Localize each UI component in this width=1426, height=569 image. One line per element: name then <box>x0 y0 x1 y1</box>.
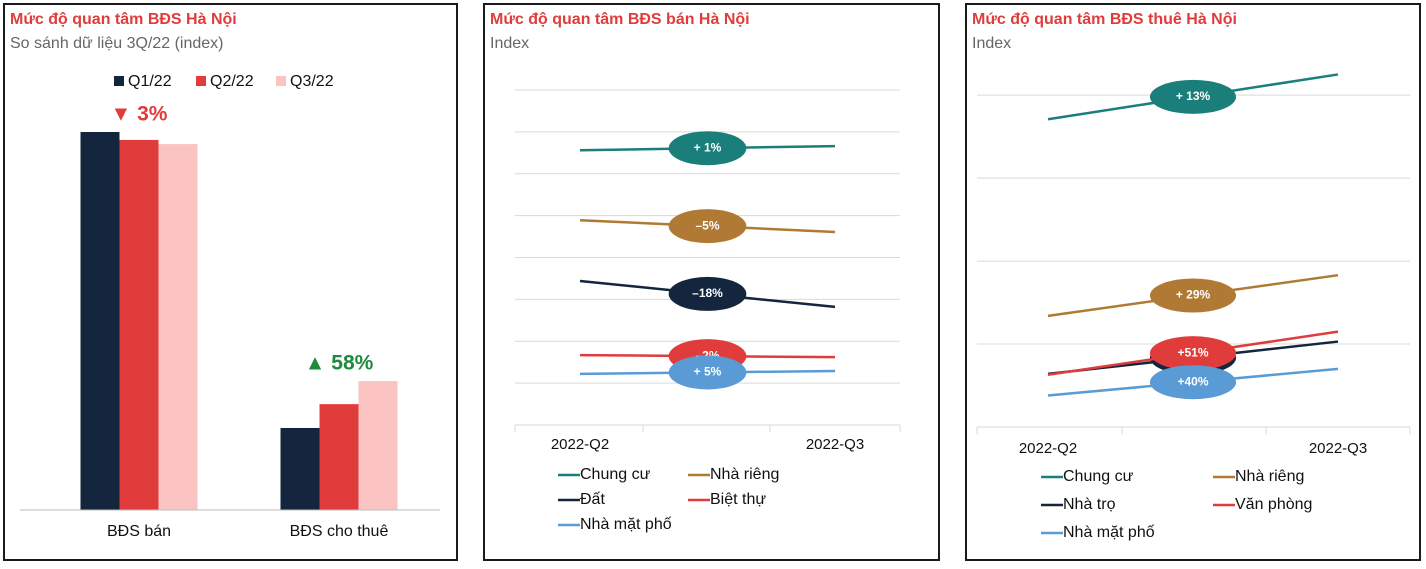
legend-swatch <box>114 76 124 86</box>
change-badge <box>668 131 747 166</box>
change-label: + 5% <box>694 365 722 379</box>
legend-label: Nhà riêng <box>1235 468 1304 485</box>
legend-label: Q3/22 <box>290 73 334 90</box>
x-tick-label: 2022-Q3 <box>806 436 864 453</box>
x-tick-label: 2022-Q2 <box>1019 440 1077 457</box>
legend-label: Nhà mặt phố <box>1063 524 1155 541</box>
panel-frame <box>3 3 458 561</box>
change-label: –18% <box>692 286 723 300</box>
legend-label: Biệt thự <box>710 491 766 508</box>
bar <box>358 381 398 510</box>
x-tick-label: BĐS cho thuê <box>290 523 389 540</box>
change-label: +51% <box>1177 345 1208 359</box>
legend-label: Chung cư <box>1063 468 1134 485</box>
legend-label: Văn phòng <box>1235 496 1312 513</box>
chart-title: Mức độ quan tâm BĐS bán Hà Nội <box>490 11 750 28</box>
change-badge <box>668 355 747 390</box>
change-badge <box>668 276 747 311</box>
legend-label: Nhà mặt phố <box>580 516 672 533</box>
chart-subtitle: Index <box>490 35 529 52</box>
change-badge <box>1149 336 1237 371</box>
panel-frame <box>483 3 940 561</box>
change-badge <box>1149 79 1237 114</box>
legend-swatch <box>276 76 286 86</box>
change-label: +40% <box>1177 374 1208 388</box>
change-label: + 13% <box>1176 89 1211 103</box>
chart-subtitle: Index <box>972 35 1011 52</box>
chart-subtitle: So sánh dữ liệu 3Q/22 (index) <box>10 35 224 52</box>
legend-label: Nhà trọ <box>1063 496 1116 513</box>
change-label: + 1% <box>694 140 722 154</box>
change-label: + 29% <box>1176 288 1211 302</box>
annotation: ▼ 3% <box>111 103 168 126</box>
legend-label: Đất <box>580 491 605 508</box>
bar <box>280 427 320 510</box>
bar <box>158 144 198 510</box>
bar <box>80 132 120 510</box>
x-tick-label: BĐS bán <box>107 523 171 540</box>
change-badge <box>1149 278 1237 313</box>
legend-label: Q1/22 <box>128 73 172 90</box>
chart-title: Mức độ quan tâm BĐS Hà Nội <box>10 11 237 28</box>
legend-label: Nhà riêng <box>710 466 779 483</box>
annotation: ▲ 58% <box>305 352 374 375</box>
bar <box>319 404 359 510</box>
chart-title: Mức độ quan tâm BĐS thuê Hà Nội <box>972 11 1237 28</box>
panel-frame <box>965 3 1421 561</box>
change-badge <box>668 209 747 244</box>
legend-label: Q2/22 <box>210 73 254 90</box>
x-tick-label: 2022-Q2 <box>551 436 609 453</box>
legend-label: Chung cư <box>580 466 651 483</box>
change-badge <box>1149 365 1237 400</box>
change-label: –5% <box>695 218 719 232</box>
bar <box>119 139 159 511</box>
legend-swatch <box>196 76 206 86</box>
x-tick-label: 2022-Q3 <box>1309 440 1367 457</box>
